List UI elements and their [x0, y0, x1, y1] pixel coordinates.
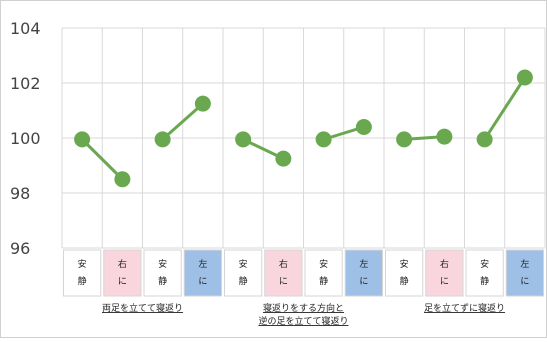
data-point — [114, 171, 131, 188]
category-label: 安静 — [400, 258, 409, 287]
category-cell — [344, 249, 383, 297]
category-label: 右に — [118, 258, 127, 287]
y-tick-label: 100 — [10, 129, 41, 148]
category-label: 安静 — [319, 258, 328, 287]
group-label: 寝返りをする方向と逆の足を立てて寝返り — [258, 302, 348, 327]
group-label: 足を立てずに寝返り — [424, 302, 505, 314]
category-cell — [183, 249, 222, 297]
data-point — [154, 131, 171, 148]
category-cell — [385, 249, 424, 297]
series-points — [74, 69, 533, 188]
category-label: 安静 — [480, 258, 489, 287]
data-point — [476, 131, 493, 148]
category-label: 左に — [198, 258, 207, 287]
category-cell — [103, 249, 142, 297]
category-cell — [224, 249, 263, 297]
data-point — [355, 119, 372, 135]
data-point — [315, 131, 332, 148]
category-cells: 安静 右に 安静 左に 安静 右に 安静 左に 安静 右に 安静 左に — [63, 249, 544, 297]
category-label: 左に — [359, 258, 368, 287]
data-point — [194, 95, 211, 112]
data-point — [516, 69, 533, 86]
category-cell — [465, 249, 504, 297]
y-axis-ticks: 96 98 100 102 104 — [10, 19, 41, 258]
data-point — [436, 128, 453, 145]
category-cell — [63, 249, 102, 297]
y-tick-label: 96 — [10, 239, 30, 258]
group-labels: 両足を立てて寝返り 寝返りをする方向と逆の足を立てて寝返り 足を立てずに寝返り — [102, 302, 505, 327]
data-point — [235, 131, 252, 148]
category-label: 安静 — [78, 258, 87, 287]
category-cell — [264, 249, 303, 297]
category-cell — [304, 249, 343, 297]
category-label: 左に — [520, 258, 529, 287]
category-label: 右に — [279, 258, 288, 287]
y-tick-label: 104 — [10, 19, 41, 38]
y-tick-label: 102 — [10, 74, 41, 93]
category-cell — [425, 249, 464, 297]
category-cell — [143, 249, 182, 297]
group-label: 両足を立てて寝返り — [102, 302, 183, 314]
category-cell — [505, 249, 544, 297]
y-tick-label: 98 — [10, 184, 30, 203]
data-point — [396, 131, 413, 148]
category-label: 右に — [440, 258, 449, 287]
series-segment — [483, 76, 527, 141]
series-segment — [81, 138, 124, 181]
category-label: 安静 — [239, 258, 248, 287]
data-point — [74, 131, 91, 148]
gridlines — [61, 27, 546, 249]
category-label: 安静 — [158, 258, 167, 287]
series-segment — [161, 102, 204, 141]
data-point — [275, 150, 292, 167]
